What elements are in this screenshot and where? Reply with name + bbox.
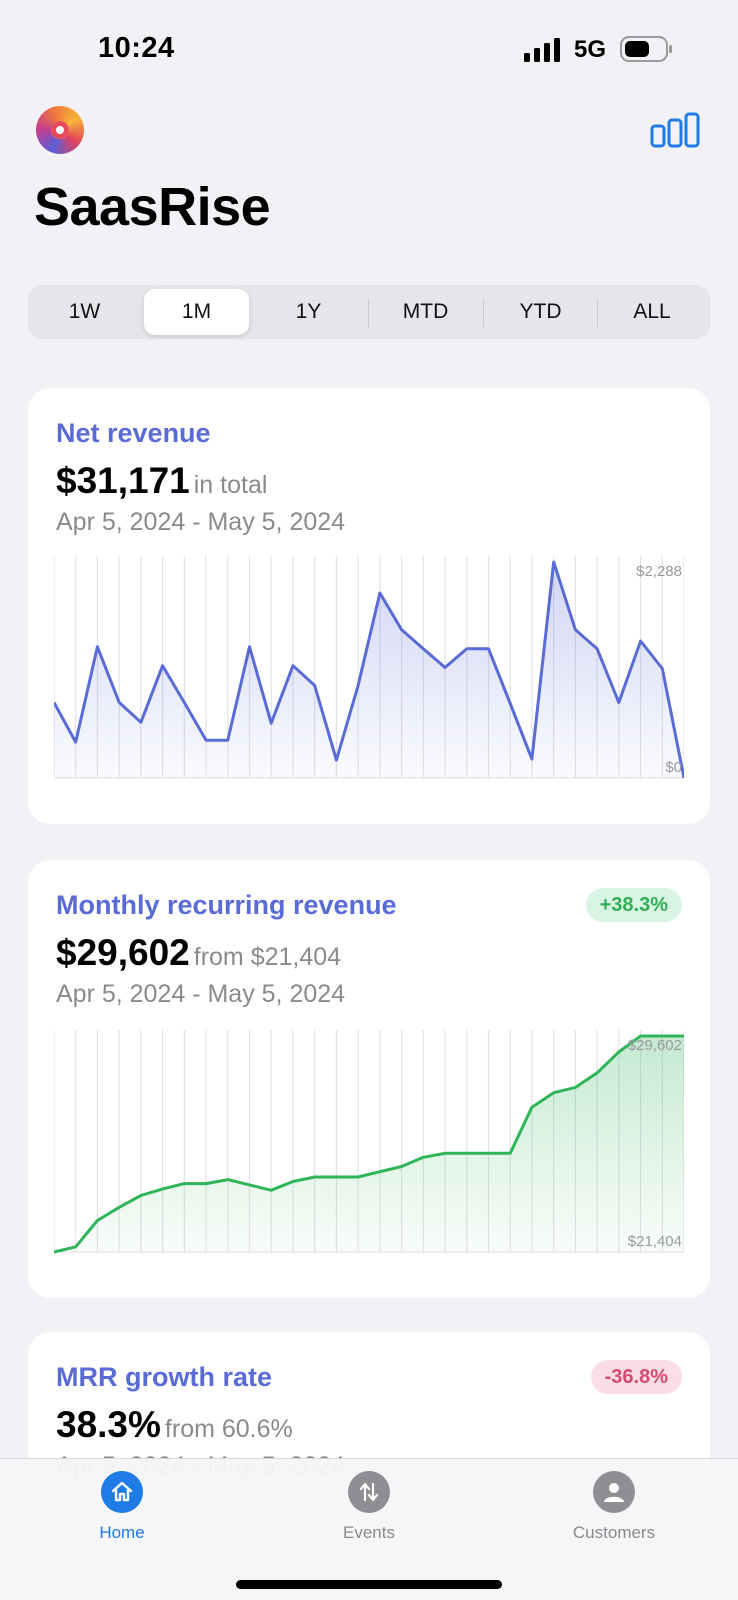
- battery-icon: [620, 36, 672, 62]
- tab-label: Customers: [572, 1523, 656, 1542]
- card-value-amount: 38.3%: [56, 1404, 161, 1445]
- series-line: [54, 1034, 684, 1254]
- mrr-card[interactable]: Monthly recurring revenue +38.3% $29,602…: [28, 860, 710, 1298]
- period-1m[interactable]: 1M: [144, 289, 249, 335]
- card-value-suffix: from $21,404: [193, 943, 342, 971]
- card-value: 38.3% from 60.6%: [56, 1404, 293, 1446]
- status-time: 10:24: [98, 32, 175, 64]
- tab-customers[interactable]: Customers: [544, 1471, 684, 1543]
- period-all[interactable]: ALL: [633, 300, 671, 323]
- card-value-amount: $31,171: [56, 460, 190, 501]
- y-min-label: $21,404: [628, 1233, 682, 1250]
- tab-events[interactable]: Events: [299, 1471, 439, 1543]
- app-logo: [36, 106, 84, 154]
- card-title: MRR growth rate: [56, 1362, 272, 1392]
- segment-divider: [597, 299, 598, 327]
- y-max-label: $29,602: [628, 1037, 682, 1054]
- card-value: $31,171 in total: [56, 460, 267, 502]
- tab-label: Home: [99, 1523, 145, 1542]
- mrr-chart: $29,602 $21,404: [54, 1030, 684, 1254]
- card-value-suffix: from 60.6%: [164, 1415, 293, 1443]
- y-max-label: $2,288: [636, 563, 682, 580]
- home-indicator: [236, 1580, 502, 1589]
- person-icon: [593, 1471, 635, 1513]
- series-area: [54, 562, 684, 778]
- series-line: [54, 560, 684, 779]
- card-value-suffix: in total: [193, 471, 268, 499]
- card-date-range: Apr 5, 2024 - May 5, 2024: [56, 508, 346, 536]
- card-title: Net revenue: [56, 418, 211, 448]
- series-area: [54, 1036, 684, 1252]
- tab-home[interactable]: Home: [52, 1471, 192, 1543]
- status-bar: 10:24 5G: [0, 0, 738, 90]
- card-title: Monthly recurring revenue: [56, 890, 397, 920]
- period-1y[interactable]: 1Y: [295, 300, 322, 323]
- net-revenue-chart: $2,288 $0: [54, 556, 684, 779]
- period-selector: 1W 1M 1Y MTD YTD ALL: [28, 285, 710, 339]
- card-value: $29,602 from $21,404: [56, 932, 341, 974]
- period-mtd[interactable]: MTD: [402, 300, 449, 323]
- period-1w[interactable]: 1W: [68, 300, 101, 323]
- change-badge: +38.3%: [585, 888, 682, 922]
- network-label: 5G: [574, 36, 607, 63]
- card-value-amount: $29,602: [56, 932, 190, 973]
- bar-chart-icon[interactable]: [650, 112, 700, 148]
- period-ytd[interactable]: YTD: [519, 300, 562, 323]
- tab-bar: Home Events Customers: [0, 1458, 738, 1600]
- signal-icon: [524, 38, 560, 62]
- home-icon: [101, 1471, 143, 1513]
- segment-divider: [483, 299, 484, 327]
- tab-label: Events: [343, 1523, 395, 1542]
- change-badge: -36.8%: [590, 1360, 682, 1394]
- arrows-updown-icon: [348, 1471, 390, 1513]
- card-date-range: Apr 5, 2024 - May 5, 2024: [56, 980, 346, 1008]
- y-min-label: $0: [665, 759, 682, 776]
- segment-divider: [368, 299, 369, 327]
- page-title: SaasRise: [34, 177, 271, 237]
- net-revenue-card[interactable]: Net revenue $31,171 in total Apr 5, 2024 …: [28, 388, 710, 824]
